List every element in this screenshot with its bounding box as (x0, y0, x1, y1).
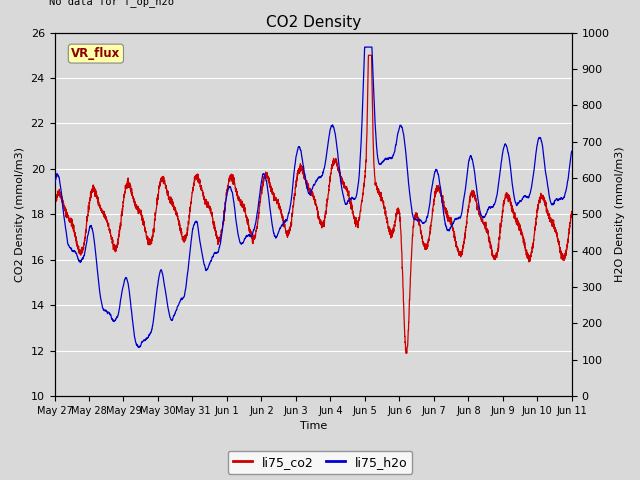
Legend: li75_co2, li75_h2o: li75_co2, li75_h2o (228, 451, 412, 474)
Y-axis label: H2O Density (mmol/m3): H2O Density (mmol/m3) (615, 146, 625, 282)
Text: No data for f_op_h2o: No data for f_op_h2o (49, 0, 174, 7)
Title: CO2 Density: CO2 Density (266, 15, 361, 30)
X-axis label: Time: Time (300, 421, 327, 432)
Y-axis label: CO2 Density (mmol/m3): CO2 Density (mmol/m3) (15, 147, 25, 282)
Text: VR_flux: VR_flux (71, 47, 120, 60)
